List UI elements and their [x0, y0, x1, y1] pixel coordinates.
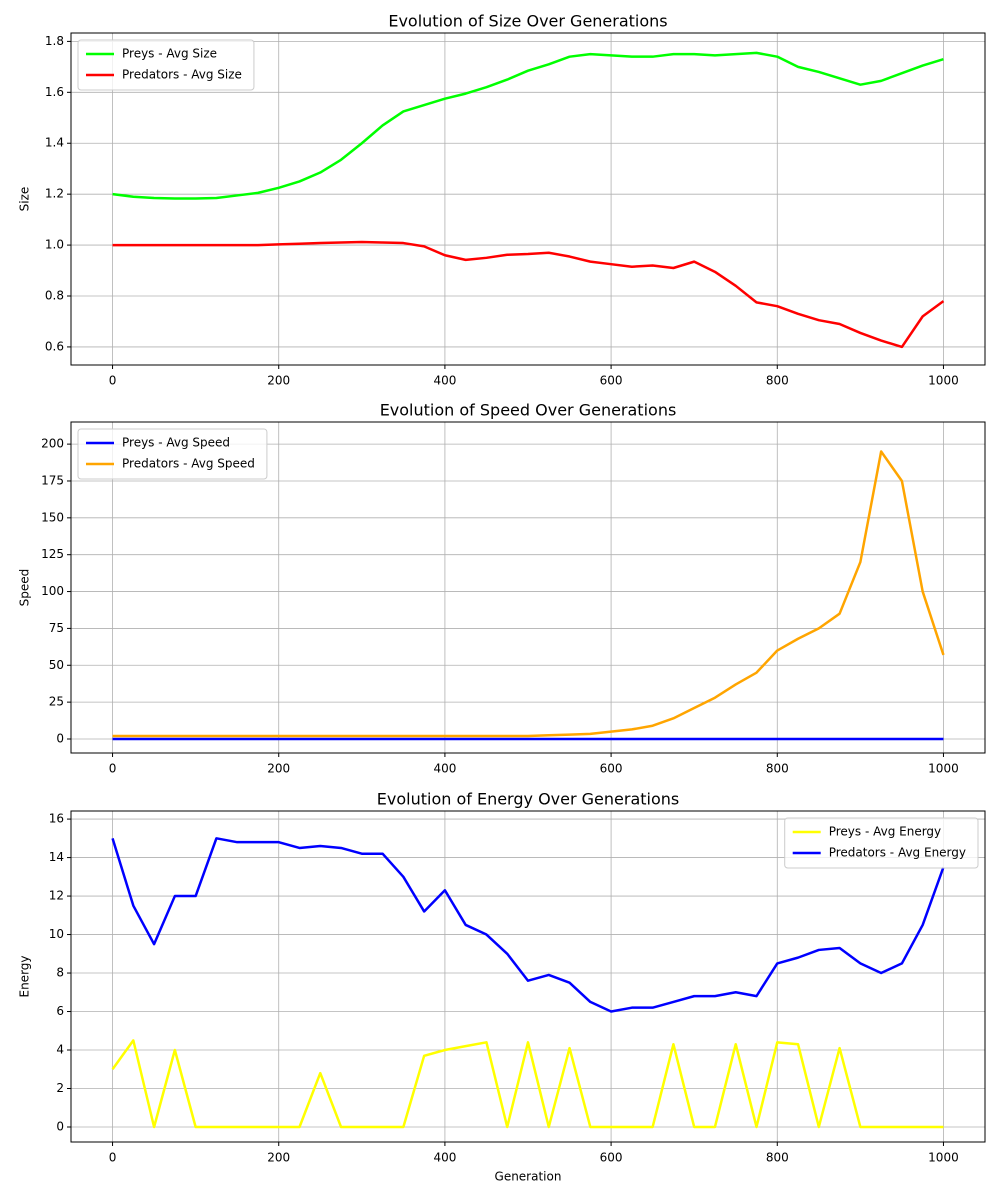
legend-box — [77, 39, 255, 91]
y-tick-label: 1.4 — [45, 136, 64, 150]
x-tick-label: 400 — [433, 374, 456, 388]
legend: Preys - Avg Energy Predators - Avg Energy — [784, 817, 979, 869]
y-tick-label: 16 — [49, 812, 64, 826]
plot-frame — [70, 32, 986, 366]
y-tick-label: 1.8 — [45, 34, 64, 48]
series-line — [111, 837, 945, 1013]
x-tick-label: 0 — [109, 1151, 117, 1165]
x-tick-label: 0 — [109, 762, 117, 776]
y-tick-label: 0 — [56, 1119, 64, 1133]
y-axis-label: Size — [18, 187, 32, 212]
x-tick-label: 800 — [766, 762, 789, 776]
y-tick-label: 75 — [49, 621, 64, 635]
x-tick-label: 400 — [433, 762, 456, 776]
legend-box — [784, 817, 979, 869]
y-tick-label: 2 — [56, 1081, 64, 1095]
plot-frame — [70, 810, 986, 1143]
subplot-title: Evolution of Energy Over Generations — [377, 790, 679, 809]
x-tick-label: 1000 — [928, 762, 959, 776]
x-tick-label: 1000 — [928, 1151, 959, 1165]
legend-label: Predators - Avg Size — [122, 68, 242, 82]
y-tick-label: 150 — [41, 510, 64, 524]
legend-label: Preys - Avg Energy — [829, 825, 941, 839]
x-tick-label: 600 — [600, 374, 623, 388]
x-tick-label: 200 — [267, 1151, 290, 1165]
subplot: Evolution of Size Over Generations 0 200 40… — [18, 12, 986, 388]
x-axis-label: Generation — [495, 1170, 562, 1184]
series-line — [111, 1039, 944, 1129]
subplot-title: Evolution of Size Over Generations — [388, 12, 667, 31]
legend-label: Predators - Avg Speed — [122, 457, 255, 471]
y-tick-label: 125 — [41, 547, 64, 561]
y-tick-label: 50 — [49, 658, 64, 672]
subplot-title: Evolution of Speed Over Generations — [380, 401, 677, 420]
y-tick-label: 1.0 — [45, 238, 64, 252]
x-tick-label: 200 — [267, 762, 290, 776]
y-axis-label: Energy — [18, 955, 32, 997]
x-tick-label: 800 — [766, 374, 789, 388]
x-tick-label: 800 — [766, 1151, 789, 1165]
y-tick-label: 12 — [49, 889, 64, 903]
legend-box — [77, 428, 268, 480]
y-tick-label: 25 — [49, 695, 64, 709]
legend-label: Predators - Avg Energy — [829, 846, 966, 860]
subplot: Evolution of Speed Over Generations 0 200 4… — [18, 401, 986, 776]
series-line — [112, 240, 945, 349]
y-tick-label: 10 — [49, 927, 64, 941]
y-tick-label: 4 — [56, 1043, 64, 1057]
y-tick-label: 0.8 — [45, 289, 64, 303]
legend-label: Preys - Avg Speed — [122, 436, 230, 450]
y-tick-label: 8 — [56, 966, 64, 980]
y-tick-label: 0 — [56, 731, 64, 745]
x-tick-label: 1000 — [928, 374, 959, 388]
legend: Preys - Avg Speed Predators - Avg Speed — [77, 428, 268, 480]
series-line — [112, 450, 945, 738]
x-tick-label: 200 — [267, 374, 290, 388]
x-tick-label: 400 — [433, 1151, 456, 1165]
subplot: Evolution of Energy Over Generations 0 200… — [18, 790, 986, 1184]
plot-frame — [70, 421, 986, 754]
y-tick-label: 1.6 — [45, 85, 64, 99]
x-tick-label: 0 — [109, 374, 117, 388]
y-tick-label: 0.6 — [45, 339, 64, 353]
y-tick-label: 14 — [49, 850, 64, 864]
y-tick-label: 100 — [41, 584, 64, 598]
y-tick-label: 200 — [41, 437, 64, 451]
y-tick-label: 6 — [56, 1004, 64, 1018]
legend-label: Preys - Avg Size — [122, 47, 217, 61]
legend: Preys - Avg Size Predators - Avg Size — [77, 39, 255, 91]
x-tick-label: 600 — [600, 762, 623, 776]
y-axis-label: Speed — [18, 569, 32, 607]
y-tick-label: 175 — [41, 473, 64, 487]
y-tick-label: 1.2 — [45, 187, 64, 201]
series-line — [112, 51, 944, 200]
x-tick-label: 600 — [600, 1151, 623, 1165]
